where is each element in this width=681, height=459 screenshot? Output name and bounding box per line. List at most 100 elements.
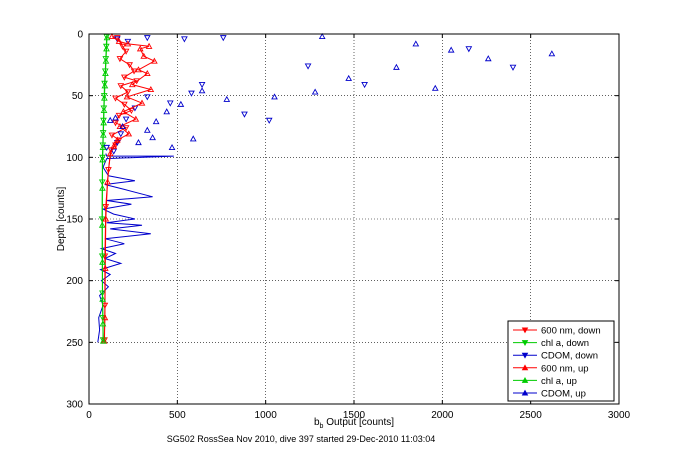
data-point xyxy=(135,139,142,146)
caption: SG502 RossSea Nov 2010, dive 397 started… xyxy=(167,434,436,444)
data-point xyxy=(117,83,125,90)
data-point xyxy=(101,94,108,101)
x-tick-label: 1500 xyxy=(343,410,366,421)
data-point xyxy=(122,48,130,55)
data-point xyxy=(123,93,131,100)
data-point xyxy=(361,82,368,89)
y-tick-label: 0 xyxy=(77,30,83,41)
data-point xyxy=(128,81,136,88)
data-point xyxy=(143,94,151,101)
y-tick-label: 50 xyxy=(72,91,84,102)
data-point xyxy=(143,126,151,133)
data-point xyxy=(484,55,492,62)
data-point xyxy=(124,38,132,45)
data-point xyxy=(99,258,106,265)
data-point xyxy=(106,116,114,123)
data-point xyxy=(147,85,155,93)
data-point xyxy=(99,320,107,327)
x-tick-label: 2500 xyxy=(520,410,543,421)
data-point xyxy=(431,84,439,91)
data-point xyxy=(112,114,119,121)
legend-label: chl a, down xyxy=(541,338,589,349)
y-tick-label: 100 xyxy=(66,153,83,164)
legend-label: CDOM, down xyxy=(541,351,598,362)
data-point xyxy=(101,264,109,271)
data-point xyxy=(104,178,111,185)
data-point xyxy=(112,120,119,127)
data-point xyxy=(99,337,107,344)
data-point xyxy=(99,131,107,138)
data-point xyxy=(548,50,556,57)
data-point xyxy=(145,42,153,49)
data-point xyxy=(198,87,206,94)
data-point xyxy=(108,132,116,139)
data-point xyxy=(152,118,160,125)
data-point xyxy=(135,66,142,73)
y-tick-label: 250 xyxy=(66,338,83,349)
data-point xyxy=(101,314,109,321)
legend-marker xyxy=(521,340,529,347)
y-tick-label: 200 xyxy=(66,276,83,287)
data-point xyxy=(103,144,111,151)
data-point xyxy=(112,95,119,102)
data-point xyxy=(149,134,156,141)
legend-label: 600 nm, up xyxy=(541,363,589,374)
data-point xyxy=(181,36,188,43)
legend-label: 600 nm, down xyxy=(541,326,601,337)
data-point xyxy=(509,64,517,71)
data-point xyxy=(345,74,353,81)
data-point xyxy=(102,215,110,222)
data-point xyxy=(102,69,109,76)
data-point xyxy=(124,40,132,47)
data-point xyxy=(99,295,106,302)
data-point xyxy=(120,74,128,81)
x-tick-label: 2000 xyxy=(431,410,454,421)
data-point xyxy=(116,56,124,63)
y-axis-label: Depth [counts] xyxy=(56,187,67,252)
data-point xyxy=(163,108,171,115)
data-point xyxy=(318,32,326,39)
legend-label: chl a, up xyxy=(541,376,577,387)
legend-label: CDOM, up xyxy=(541,389,586,400)
data-point xyxy=(241,111,248,118)
data-point xyxy=(125,130,133,137)
data-point xyxy=(110,148,118,155)
data-point xyxy=(447,46,455,53)
data-layer xyxy=(97,32,556,344)
data-point xyxy=(188,90,195,97)
data-point xyxy=(101,80,108,87)
data-point xyxy=(219,35,227,42)
legend-box xyxy=(507,320,615,402)
y-tick-label: 150 xyxy=(66,215,83,226)
data-point xyxy=(101,82,109,89)
data-point xyxy=(124,89,132,96)
x-tick-label: 3000 xyxy=(608,410,631,421)
data-point xyxy=(106,150,114,157)
data-point xyxy=(168,143,176,150)
data-point xyxy=(100,119,108,126)
data-point xyxy=(110,142,118,149)
legend-marker xyxy=(521,376,529,383)
data-point xyxy=(99,184,106,191)
data-point xyxy=(120,108,127,115)
legend-marker xyxy=(521,352,529,359)
data-point xyxy=(393,63,400,70)
data-point xyxy=(177,100,185,107)
data-point xyxy=(117,131,125,138)
data-point xyxy=(223,95,231,102)
data-point xyxy=(99,156,106,163)
data-point xyxy=(102,57,110,64)
data-point xyxy=(138,99,146,106)
data-point xyxy=(136,45,144,52)
data-point xyxy=(119,122,126,130)
data-point xyxy=(166,100,174,107)
series-line xyxy=(103,36,156,342)
data-point xyxy=(133,78,141,85)
y-tick-label: 300 xyxy=(66,400,83,411)
data-point xyxy=(115,37,123,44)
data-point xyxy=(130,68,138,75)
data-point xyxy=(122,116,130,123)
data-point xyxy=(99,143,107,150)
